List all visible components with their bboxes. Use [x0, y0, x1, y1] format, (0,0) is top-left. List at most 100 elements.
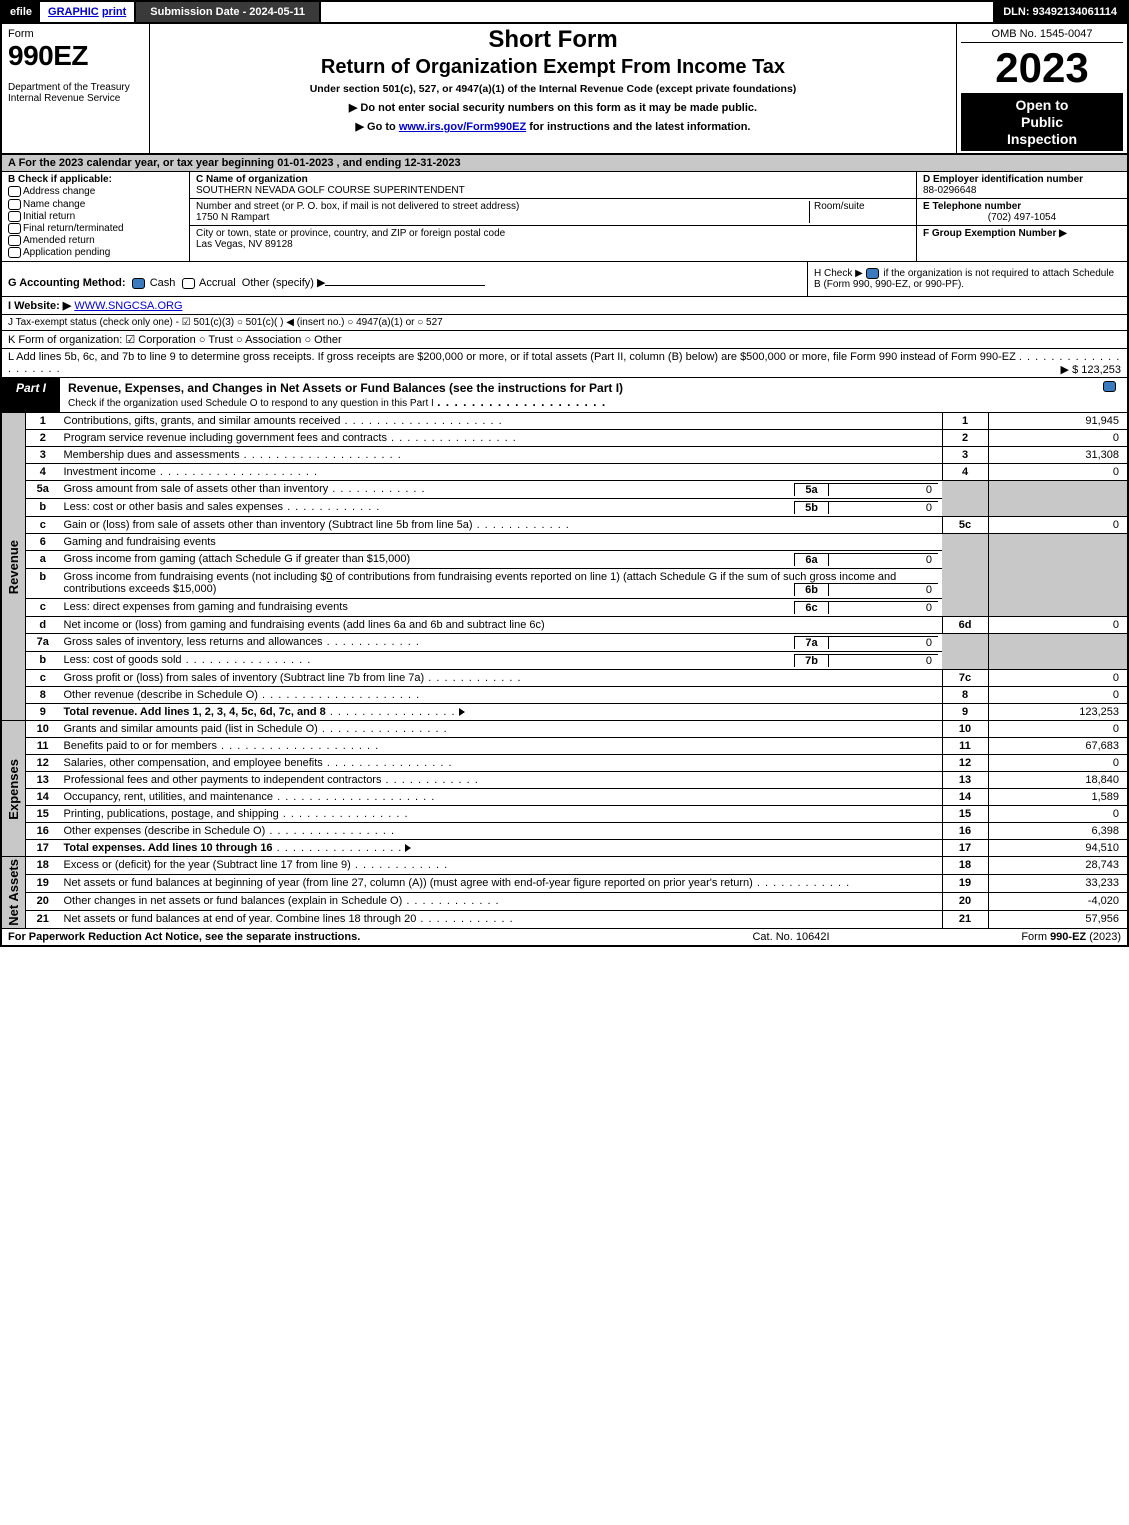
chk-initial-return[interactable]	[8, 211, 21, 222]
l7a-desc: Gross sales of inventory, less returns a…	[64, 636, 323, 648]
website-link[interactable]: WWW.SNGCSA.ORG	[74, 300, 182, 312]
chk-accrual[interactable]	[182, 278, 195, 289]
l11-desc: Benefits paid to or for members	[64, 740, 217, 752]
part1-header: Part I Revenue, Expenses, and Changes in…	[0, 378, 1129, 413]
print-link[interactable]: print	[102, 6, 126, 18]
l5c-desc: Gain or (loss) from sale of assets other…	[64, 519, 473, 531]
l13-amt: 18,840	[988, 772, 1128, 789]
l4-num: 4	[26, 464, 60, 481]
f-group-label: F Group Exemption Number ▶	[923, 228, 1121, 239]
row-14: 14 Occupancy, rent, utilities, and maint…	[1, 789, 1128, 806]
instr2-pre: ▶ Go to	[356, 121, 399, 133]
l8-desc: Other revenue (describe in Schedule O)	[64, 689, 258, 701]
l14-num: 14	[26, 789, 60, 806]
l3-amt: 31,308	[988, 447, 1128, 464]
l10-box: 10	[942, 721, 988, 738]
l13-box: 13	[942, 772, 988, 789]
chk-pending[interactable]	[8, 247, 21, 258]
chk-schedule-b[interactable]	[866, 268, 879, 279]
d-ein-label: D Employer identification number	[923, 174, 1121, 185]
section-k: K Form of organization: ☑ Corporation ○ …	[0, 331, 1129, 349]
l19-num: 19	[26, 875, 60, 893]
ein-value: 88-0296648	[923, 185, 1121, 196]
inspection: Inspection	[963, 131, 1121, 148]
chk-name-change[interactable]	[8, 199, 21, 210]
l5c-amt: 0	[988, 517, 1128, 534]
org-city: Las Vegas, NV 89128	[196, 239, 910, 250]
l9-amt: 123,253	[988, 704, 1128, 721]
row-5a: 5a Gross amount from sale of assets othe…	[1, 481, 1128, 499]
section-b: B Check if applicable: Address change Na…	[2, 172, 190, 261]
row-5c: c Gain or (loss) from sale of assets oth…	[1, 517, 1128, 534]
l2-box: 2	[942, 430, 988, 447]
l19-box: 19	[942, 875, 988, 893]
open-to: Open to	[963, 97, 1121, 114]
l5a-desc: Gross amount from sale of assets other t…	[64, 483, 329, 495]
l6d-amt: 0	[988, 617, 1128, 634]
part1-title: Revenue, Expenses, and Changes in Net As…	[60, 378, 1093, 412]
irs-link[interactable]: www.irs.gov/Form990EZ	[399, 121, 526, 133]
l4-box: 4	[942, 464, 988, 481]
g-other-field[interactable]	[325, 272, 485, 286]
l6a-subval: 0	[828, 553, 938, 566]
l13-desc: Professional fees and other payments to …	[64, 774, 382, 786]
l14-box: 14	[942, 789, 988, 806]
l7b-subval: 0	[828, 654, 938, 667]
footer-left: For Paperwork Reduction Act Notice, see …	[8, 931, 661, 943]
l21-desc: Net assets or fund balances at end of ye…	[64, 913, 417, 925]
l1-desc: Contributions, gifts, grants, and simila…	[64, 415, 341, 427]
l10-amt: 0	[988, 721, 1128, 738]
topbar-spacer	[321, 2, 993, 22]
l9-box: 9	[942, 704, 988, 721]
l3-box: 3	[942, 447, 988, 464]
netassets-side-label: Net Assets	[6, 859, 21, 926]
l6a-desc: Gross income from gaming (attach Schedul…	[64, 553, 411, 565]
chk-final-return[interactable]	[8, 223, 21, 234]
row-10: Expenses 10 Grants and similar amounts p…	[1, 721, 1128, 738]
row-20: 20 Other changes in net assets or fund b…	[1, 893, 1128, 911]
open-public-box: Open to Public Inspection	[961, 93, 1123, 151]
l7c-box: 7c	[942, 670, 988, 687]
instr-ssn: ▶ Do not enter social security numbers o…	[156, 101, 950, 114]
short-form-title: Short Form	[156, 26, 950, 54]
submission-date: Submission Date - 2024-05-11	[136, 2, 321, 22]
row-6: 6 Gaming and fundraising events	[1, 534, 1128, 551]
row-7c: c Gross profit or (loss) from sales of i…	[1, 670, 1128, 687]
shade-5-amt	[988, 481, 1128, 517]
l2-desc: Program service revenue including govern…	[64, 432, 387, 444]
omb-number: OMB No. 1545-0047	[961, 26, 1123, 43]
l6c-sub: 6c	[794, 601, 828, 614]
l7c-desc: Gross profit or (loss) from sales of inv…	[64, 672, 425, 684]
header-right: OMB No. 1545-0047 2023 Open to Public In…	[957, 24, 1127, 153]
l12-box: 12	[942, 755, 988, 772]
l2-num: 2	[26, 430, 60, 447]
l13-num: 13	[26, 772, 60, 789]
chk-schedule-o[interactable]	[1103, 381, 1116, 392]
part1-title-text: Revenue, Expenses, and Changes in Net As…	[68, 381, 623, 395]
info-block: B Check if applicable: Address change Na…	[0, 172, 1129, 262]
org-name: SOUTHERN NEVADA GOLF COURSE SUPERINTENDE…	[196, 185, 910, 196]
l7a-sub: 7a	[794, 636, 828, 649]
l12-amt: 0	[988, 755, 1128, 772]
l5b-sub: 5b	[794, 501, 828, 514]
row-9: 9 Total revenue. Add lines 1, 2, 3, 4, 5…	[1, 704, 1128, 721]
section-i: I Website: ▶ WWW.SNGCSA.ORG	[0, 297, 1129, 315]
l1-num: 1	[26, 413, 60, 430]
l6c-desc: Less: direct expenses from gaming and fu…	[64, 601, 348, 613]
l16-desc: Other expenses (describe in Schedule O)	[64, 825, 266, 837]
expenses-side-label: Expenses	[6, 759, 21, 820]
tax-year: 2023	[961, 47, 1123, 89]
b-item-5: Application pending	[23, 247, 110, 258]
l9-num: 9	[26, 704, 60, 721]
graphic-link[interactable]: GRAPHIC	[48, 6, 99, 18]
section-l: L Add lines 5b, 6c, and 7b to line 9 to …	[0, 349, 1129, 378]
header: Form 990EZ Department of the Treasury In…	[0, 24, 1129, 155]
l21-box: 21	[942, 911, 988, 929]
chk-cash[interactable]	[132, 278, 145, 289]
chk-address-change[interactable]	[8, 186, 21, 197]
public: Public	[963, 114, 1121, 131]
chk-amended[interactable]	[8, 235, 21, 246]
l-amount: ▶ $ 123,253	[1061, 363, 1121, 376]
l14-amt: 1,589	[988, 789, 1128, 806]
l4-amt: 0	[988, 464, 1128, 481]
